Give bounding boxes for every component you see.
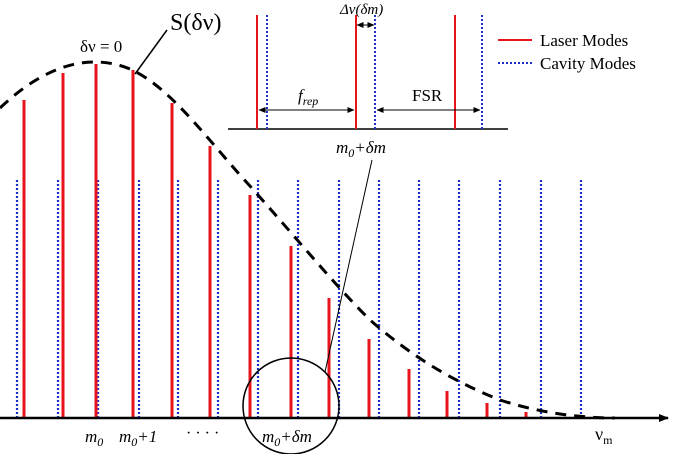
- legend-laser-label: Laser Modes: [540, 31, 628, 50]
- frequency-axis-label: νm: [595, 424, 613, 447]
- highlight-circle: [242, 357, 340, 454]
- inset-fsr-label: FSR: [412, 86, 443, 105]
- inset-dnu-label: Δν(δm): [339, 2, 383, 18]
- ellipsis-label: · · · ·: [186, 425, 219, 442]
- inset-frep-label: frep: [298, 86, 318, 108]
- m0dm-label: m0+δm: [262, 427, 312, 449]
- m0-label: m0: [85, 427, 103, 449]
- envelope-pointer: [134, 29, 168, 75]
- delta-nu-zero-label: δν = 0: [80, 37, 122, 56]
- cavity-modes: [15, 180, 583, 418]
- m0p1-label: m0+1: [119, 427, 157, 449]
- inset-m0dm-label: m0+δm: [336, 138, 386, 160]
- envelope-curve: [0, 60, 616, 420]
- laser-modes: [22, 64, 528, 418]
- legend: Laser Modes Cavity Modes: [498, 31, 636, 73]
- envelope-label: S(δν): [170, 10, 222, 36]
- inset-diagram: [228, 15, 508, 130]
- legend-cavity-label: Cavity Modes: [540, 54, 636, 73]
- inset-connector: [324, 159, 373, 373]
